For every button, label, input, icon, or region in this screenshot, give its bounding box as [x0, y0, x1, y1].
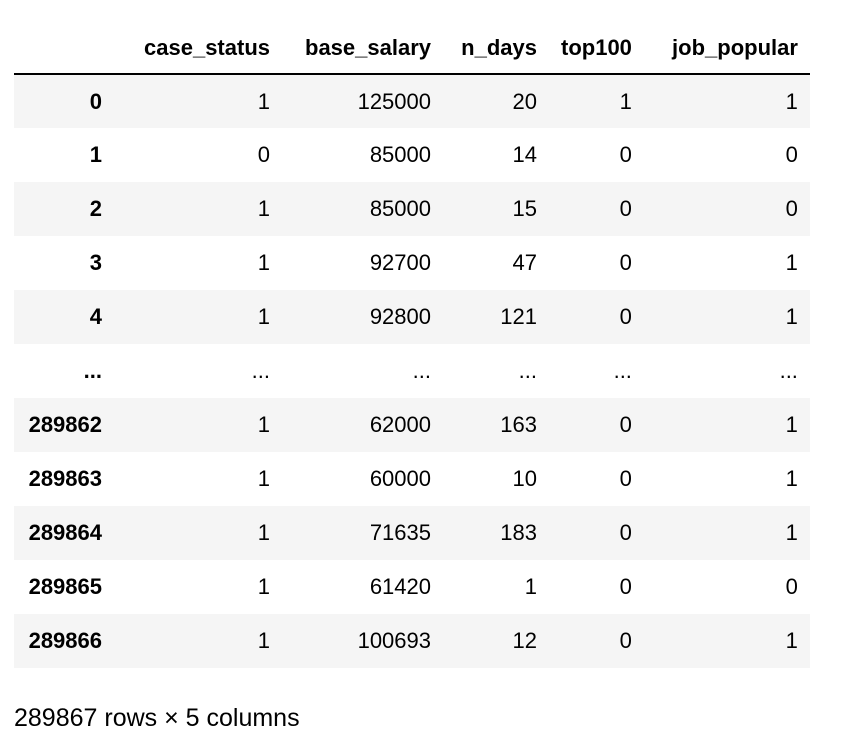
case-status-cell: 0 — [257, 142, 270, 167]
job-popular-cell: 1 — [785, 304, 798, 329]
case-status-cell: 1 — [257, 574, 270, 599]
n-days-cell: 12 — [512, 628, 537, 653]
row-index: 289864 — [28, 520, 102, 545]
table-row: 289865 1 61420 1 0 0 — [14, 560, 810, 614]
table-row: .................. — [14, 344, 810, 398]
n-days-cell: ... — [518, 358, 537, 383]
case-status-cell: 1 — [257, 250, 270, 275]
base-salary-cell: 85000 — [369, 142, 431, 167]
case-status-cell: 1 — [257, 520, 270, 545]
dataframe-table: case_status base_salary n_days top100 jo… — [14, 22, 810, 668]
case-status-cell: 1 — [257, 412, 270, 437]
job-popular-cell: 0 — [785, 574, 798, 599]
base-salary-cell: 85000 — [369, 196, 431, 221]
column-header-case-status: case_status — [144, 34, 270, 60]
top100-cell: 0 — [619, 196, 632, 221]
n-days-cell: 163 — [500, 412, 537, 437]
row-index: 289866 — [28, 628, 102, 653]
job-popular-cell: ... — [779, 358, 798, 383]
table-row: 289866 1 100693 12 0 1 — [14, 614, 810, 668]
n-days-cell: 183 — [500, 520, 537, 545]
index-header — [14, 22, 122, 74]
top100-cell: 0 — [619, 412, 632, 437]
top100-cell: 0 — [619, 250, 632, 275]
case-status-cell: 1 — [257, 304, 270, 329]
n-days-cell: 14 — [512, 142, 537, 167]
column-header-job-popular: job_popular — [672, 34, 798, 60]
job-popular-cell: 1 — [785, 250, 798, 275]
job-popular-cell: 1 — [785, 412, 798, 437]
top100-cell: 1 — [619, 88, 632, 114]
n-days-cell: 10 — [512, 466, 537, 491]
base-salary-cell: ... — [412, 358, 431, 383]
base-salary-cell: 92800 — [369, 304, 431, 329]
job-popular-cell: 0 — [785, 196, 798, 221]
table-header: case_status base_salary n_days top100 jo… — [14, 22, 810, 74]
top100-cell: ... — [613, 358, 632, 383]
base-salary-cell: 62000 — [369, 412, 431, 437]
top100-cell: 0 — [619, 304, 632, 329]
row-index: 1 — [89, 142, 102, 167]
top100-cell: 0 — [619, 142, 632, 167]
header-row: case_status base_salary n_days top100 jo… — [14, 22, 810, 74]
table-row: 289862 1 62000 163 0 1 — [14, 398, 810, 452]
n-days-cell: 20 — [512, 88, 537, 114]
top100-cell: 0 — [619, 466, 632, 491]
base-salary-cell: 61420 — [369, 574, 431, 599]
row-index: 4 — [89, 304, 102, 329]
column-header-top100: top100 — [561, 34, 632, 60]
table-row: 289864 1 71635 183 0 1 — [14, 506, 810, 560]
row-index: 289862 — [28, 412, 102, 437]
case-status-cell: 1 — [257, 628, 270, 653]
case-status-cell: 1 — [257, 466, 270, 491]
table-row: 289863 1 60000 10 0 1 — [14, 452, 810, 506]
n-days-cell: 121 — [500, 304, 537, 329]
job-popular-cell: 0 — [785, 142, 798, 167]
job-popular-cell: 1 — [785, 628, 798, 653]
table-row: 1 0 85000 14 0 0 — [14, 128, 810, 182]
job-popular-cell: 1 — [785, 466, 798, 491]
column-header-n-days: n_days — [461, 34, 537, 60]
row-index: 3 — [89, 250, 102, 275]
column-header-base-salary: base_salary — [305, 34, 431, 60]
case-status-cell: 1 — [257, 88, 270, 114]
table-row: 3 1 92700 47 0 1 — [14, 236, 810, 290]
job-popular-cell: 1 — [785, 88, 798, 114]
case-status-cell: 1 — [257, 196, 270, 221]
base-salary-cell: 125000 — [357, 88, 431, 114]
base-salary-cell: 60000 — [369, 466, 431, 491]
table-body: 0 1 125000 20 1 1 1 0 85000 14 0 0 2 1 85000 15 0 0 3 1 9270… — [14, 74, 810, 668]
top100-cell: 0 — [619, 628, 632, 653]
base-salary-cell: 100693 — [357, 628, 431, 653]
row-index: ... — [83, 358, 102, 383]
row-index: 289863 — [28, 466, 102, 491]
n-days-cell: 15 — [512, 196, 537, 221]
table-row: 2 1 85000 15 0 0 — [14, 182, 810, 236]
base-salary-cell: 71635 — [369, 520, 431, 545]
table-row: 4 1 92800 121 0 1 — [14, 290, 810, 344]
base-salary-cell: 92700 — [369, 250, 431, 275]
job-popular-cell: 1 — [785, 520, 798, 545]
top100-cell: 0 — [619, 520, 632, 545]
table-row: 0 1 125000 20 1 1 — [14, 74, 810, 128]
row-index: 289865 — [28, 574, 102, 599]
n-days-cell: 1 — [524, 574, 537, 599]
n-days-cell: 47 — [512, 250, 537, 275]
case-status-cell: ... — [251, 358, 270, 383]
row-index: 0 — [89, 88, 102, 114]
top100-cell: 0 — [619, 574, 632, 599]
table-shape-caption: 289867 rows × 5 columns — [14, 704, 300, 732]
row-index: 2 — [89, 196, 102, 221]
